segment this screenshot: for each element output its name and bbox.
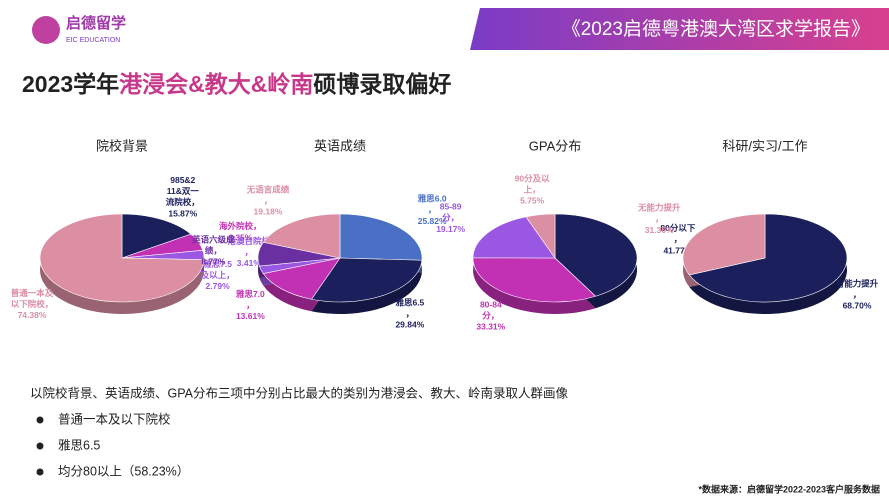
value-label: 74.38% (18, 310, 47, 320)
chart-title: 英语成绩 (314, 138, 366, 153)
slice-label: 无能力提升， (637, 203, 681, 224)
slice-label-line: 上， (524, 185, 541, 195)
slice (262, 257, 341, 300)
slice (554, 213, 638, 297)
slice (472, 216, 556, 259)
slice-label-line: 分， (482, 311, 499, 321)
slice-label-line: 80-84 (480, 300, 502, 310)
logo-icon (32, 16, 60, 44)
slice-label-line: ， (853, 290, 862, 300)
slice-label: 普通一本及以下院校， (11, 288, 54, 309)
slice (339, 213, 423, 261)
slice-label-line: 分， (442, 213, 459, 223)
slice-label-line: ， (428, 205, 437, 215)
slice-label: 985&2 11&双一流院校， (166, 175, 200, 207)
chart-title: 科研/实习/工作 (722, 138, 807, 153)
slice-label-line: 绩， (205, 246, 222, 256)
slice-label-line: 90分及以 (515, 174, 550, 184)
slice-label-line: ， (264, 196, 273, 206)
main-title: 2023学年港浸会&教大&岭南硕博录取偏好 (22, 71, 451, 97)
slice-label-line: 无语言成绩 (246, 185, 290, 195)
value-label: 15.87% (168, 208, 197, 218)
logo-name: 启德留学 (66, 14, 126, 32)
slice (310, 257, 423, 303)
slice-label-line: 80分以下 (660, 223, 695, 233)
value-label: 2.79% (206, 281, 231, 291)
slice-label-line: 及以上， (201, 270, 235, 280)
slice-label-line: 雅思6.5 (394, 298, 424, 308)
value-label: 6.35% (228, 232, 253, 242)
slice-label-line: 普通一本及 (11, 288, 54, 298)
slice-label: 80-84 分， (480, 300, 502, 321)
slice-label-line: 以下院校， (11, 299, 54, 309)
slice-label-line: 雅思6.0 (417, 194, 447, 204)
slice-label: 雅思7.5 及以上， (201, 259, 235, 280)
value-label: 19.17% (436, 224, 465, 234)
slice-label: 雅思7.0， (235, 289, 265, 310)
value-label: 68.70% (843, 301, 872, 311)
slice-label: 雅思6.5， (394, 298, 424, 319)
slice-label-line: 11&双一 (167, 186, 200, 196)
bullet-dot (36, 468, 44, 476)
slice-label-line: 英语六级成 (191, 235, 235, 245)
slice-label-line: 985&2 (170, 175, 195, 185)
value-label: 13.61% (236, 311, 265, 321)
title-prefix: 2023学年 (22, 71, 119, 97)
slice-label: 港澳台院校， (228, 236, 271, 257)
slice (39, 213, 205, 303)
slice-label: 85-89 分， (440, 202, 462, 223)
slice (525, 213, 556, 259)
bullet-item: 雅思6.5 (58, 437, 100, 452)
chart-title: 院校背景 (96, 138, 148, 153)
slice-label-line: 85-89 (440, 202, 462, 212)
value-label: 19.18% (254, 207, 283, 217)
chart-title: GPA分布 (529, 138, 582, 153)
source: *数据来源：启德留学2022-2023客户服务数据 (698, 483, 880, 494)
slice (472, 257, 597, 303)
bullet-item: 均分80以上（58.23%） (58, 464, 189, 478)
slice-label: 有能力提升， (836, 279, 879, 300)
value-label: 25.82% (418, 216, 447, 226)
slice (682, 213, 766, 276)
value-label: 33.31% (476, 322, 505, 332)
notes-intro: 以院校背景、英语成绩、GPA分布三项中分别占比最大的类别为港浸会、教大、岭南录取… (30, 385, 568, 400)
slice-label-line: ， (246, 300, 255, 310)
slice-label-line: 港澳台院校 (228, 236, 271, 246)
slice (262, 213, 341, 259)
slice-label-line: 有能力提升 (836, 279, 879, 289)
header-bar (470, 8, 889, 50)
slice-label: 80分以下， (660, 223, 695, 244)
bullet-dot (36, 442, 44, 450)
slice-label-line: 海外院校， (219, 221, 262, 231)
header: 《2023启德粤港澳大湾区求学报告》 (562, 18, 870, 40)
slice-label-line: ， (655, 214, 664, 224)
value-label: 3.41% (237, 258, 262, 268)
slice-label: 90分及以上， (515, 174, 550, 195)
value-label: 5.75% (520, 196, 545, 206)
slice-label-line: ， (245, 247, 254, 257)
slice-label: 无语言成绩， (246, 185, 290, 206)
bullet-item: 普通一本及以下院校 (58, 411, 171, 426)
value-label: 29.84% (395, 320, 424, 330)
logo-sub: EIC EDUCATION (66, 37, 120, 44)
slice-label: 雅思6.0， (417, 194, 447, 215)
slice-label-line: 雅思7.0 (235, 289, 265, 299)
title-suffix: 硕博录取偏好 (313, 71, 451, 97)
value-label: 31.30% (645, 225, 674, 235)
slice-label-line: 雅思7.5 (202, 259, 232, 269)
title-highlight: 港浸会&教大&岭南 (119, 71, 313, 97)
slice-label-line: ， (406, 309, 415, 319)
slice (688, 213, 848, 303)
slice-label-line: 无能力提升 (637, 203, 681, 213)
bullet-dot (36, 416, 44, 424)
slice-label-line: ， (674, 234, 683, 244)
value-label: 8.77% (201, 257, 226, 267)
slice (121, 213, 192, 259)
slice-label: 海外院校， (219, 221, 262, 231)
value-label: 41.77% (663, 245, 692, 255)
slice-label-line: 流院校， (166, 197, 200, 207)
slice-label: 英语六级成绩， (191, 235, 235, 256)
